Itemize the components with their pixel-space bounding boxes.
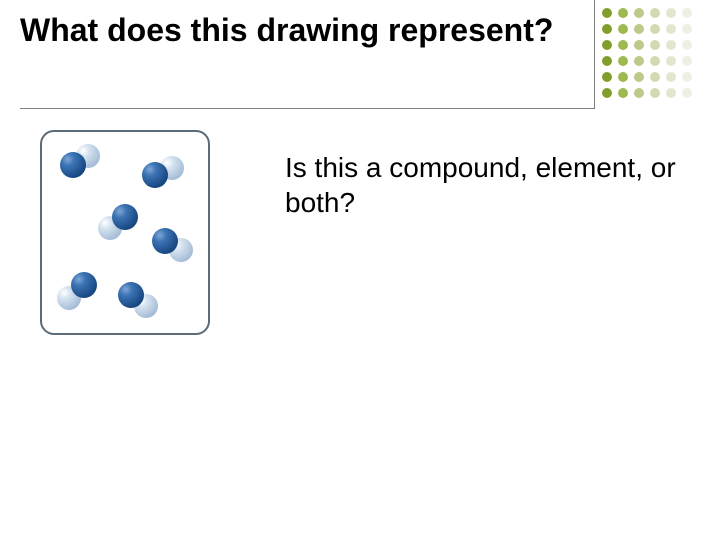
decorative-dot (650, 72, 660, 82)
decorative-dot (650, 40, 660, 50)
decorative-dot (634, 8, 644, 18)
decorative-dot (602, 88, 612, 98)
decorative-dot (650, 56, 660, 66)
decorative-dot (618, 24, 628, 34)
decorative-dot (682, 56, 692, 66)
decorative-dot (634, 24, 644, 34)
decorative-dot (650, 24, 660, 34)
decorative-dot (666, 88, 676, 98)
decorative-dot (666, 56, 676, 66)
atom-dark (71, 272, 97, 298)
question-text: Is this a compound, element, or both? (285, 150, 690, 220)
decorative-dot (682, 72, 692, 82)
decorative-dot (602, 24, 612, 34)
decorative-dot (618, 56, 628, 66)
page-title: What does this drawing represent? (20, 10, 590, 50)
decorative-dot (634, 40, 644, 50)
decorative-dot (618, 40, 628, 50)
decorative-dot (602, 8, 612, 18)
atom-dark (118, 282, 144, 308)
divider-horizontal (20, 108, 595, 109)
decorative-dot (650, 88, 660, 98)
decorative-dot (666, 72, 676, 82)
decorative-dot (666, 40, 676, 50)
decorative-dot (618, 8, 628, 18)
decorative-dot (666, 24, 676, 34)
decorative-dot (602, 40, 612, 50)
divider-vertical (594, 0, 595, 108)
decorative-dot-grid (602, 8, 702, 108)
decorative-dot (618, 88, 628, 98)
decorative-dot (682, 40, 692, 50)
decorative-dot (634, 56, 644, 66)
atom-dark (112, 204, 138, 230)
atom-dark (152, 228, 178, 254)
title-area: What does this drawing represent? (20, 10, 590, 50)
decorative-dot (682, 24, 692, 34)
molecule-diagram (40, 130, 210, 335)
decorative-dot (634, 72, 644, 82)
decorative-dot (602, 56, 612, 66)
decorative-dot (666, 8, 676, 18)
decorative-dot (682, 88, 692, 98)
atom-dark (142, 162, 168, 188)
decorative-dot (634, 88, 644, 98)
atom-dark (60, 152, 86, 178)
decorative-dot (682, 8, 692, 18)
decorative-dot (602, 72, 612, 82)
decorative-dot (650, 8, 660, 18)
decorative-dot (618, 72, 628, 82)
